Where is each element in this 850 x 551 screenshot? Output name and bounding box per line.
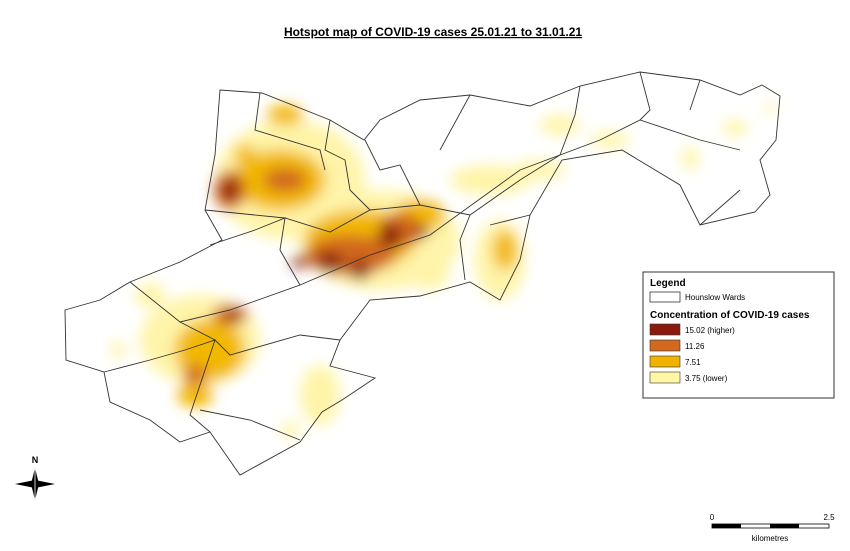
- legend-items: 15.02 (higher) 11.26 7.51 3.75 (lower): [649, 323, 735, 384]
- scale-bar: 0 2.5 kilometres: [710, 513, 835, 543]
- legend-subtitle: Concentration of COVID-19 cases: [650, 310, 810, 321]
- north-label: N: [32, 455, 39, 465]
- legend-label: 15.02 (higher): [685, 326, 735, 335]
- ward-swatch: [649, 291, 681, 303]
- legend-swatch: [649, 371, 681, 384]
- scale-segment: [770, 524, 799, 528]
- legend-label: 7.51: [685, 358, 701, 367]
- legend-title: Legend: [650, 278, 686, 289]
- map-title: Hotspot map of COVID-19 cases 25.01.21 t…: [284, 25, 582, 39]
- legend: Legend Hounslow Wards Concentration of C…: [642, 271, 835, 399]
- legend-label: 11.26: [685, 342, 705, 351]
- legend-swatch: [649, 339, 681, 352]
- scale-unit: kilometres: [752, 534, 788, 543]
- north-arrow: N: [15, 455, 55, 500]
- scale-segment: [712, 524, 741, 528]
- scale-start: 0: [710, 513, 715, 522]
- scale-end: 2.5: [823, 513, 835, 522]
- ward-boundaries: [64, 71, 781, 476]
- legend-label: 3.75 (lower): [685, 374, 728, 383]
- heat-layer: [110, 102, 775, 438]
- legend-swatch: [649, 355, 681, 368]
- ward-label: Hounslow Wards: [685, 293, 745, 302]
- legend-swatch: [649, 323, 681, 336]
